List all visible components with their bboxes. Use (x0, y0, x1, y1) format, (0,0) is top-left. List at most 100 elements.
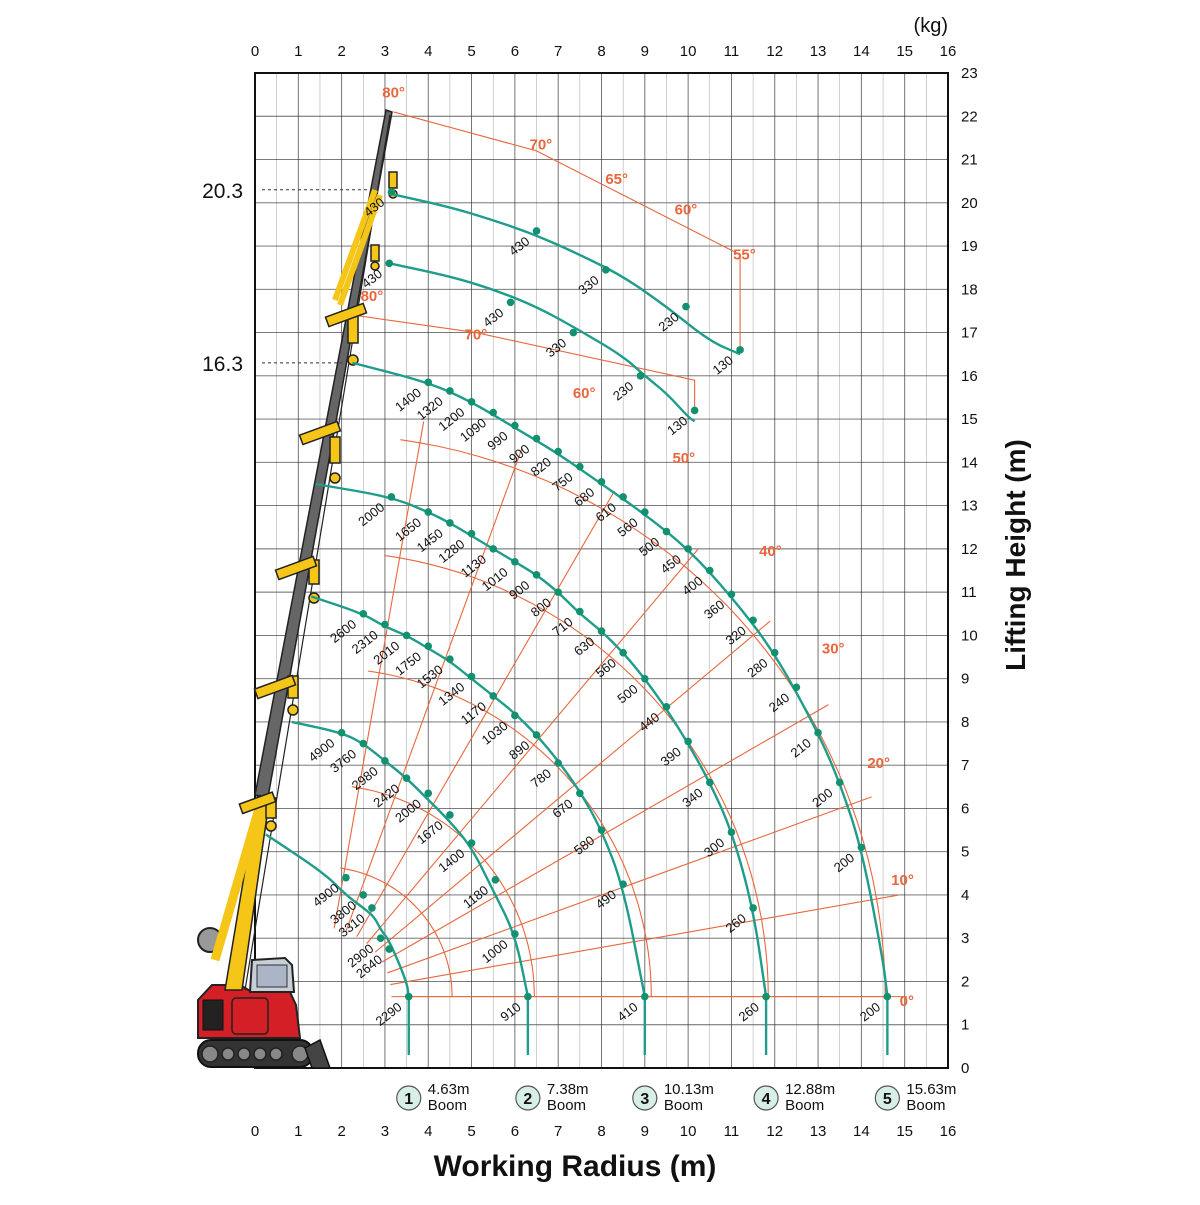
capacity-point (554, 447, 562, 456)
y-tick-label: 23 (961, 65, 978, 82)
capacity-point (387, 493, 396, 501)
capacity-point (467, 672, 476, 681)
capacity-label: 910 (497, 999, 523, 1024)
x-tick-label-top: 8 (597, 43, 605, 60)
capacity-point (736, 346, 744, 354)
x-tick-label-top: 6 (511, 43, 519, 60)
boom-jib-yellow (332, 188, 383, 307)
capacity-point (770, 648, 779, 657)
y-tick-label: 5 (961, 844, 969, 861)
capacity-point (381, 620, 389, 629)
capacity-point (597, 826, 606, 834)
x-tick-label-bottom: 16 (940, 1123, 957, 1140)
capacity-point (424, 508, 433, 516)
y-tick-label: 9 (961, 671, 969, 688)
height-marker-label: 16.3 (202, 353, 243, 376)
capacity-point (762, 992, 770, 1001)
capacity-point (381, 757, 389, 765)
boom-length-arc (351, 786, 535, 997)
capacity-point (491, 876, 500, 884)
boom-word-label: Boom (664, 1097, 703, 1114)
x-tick-label-bottom: 13 (810, 1123, 827, 1140)
x-tick-label-bottom: 15 (896, 1123, 913, 1140)
capacity-label: 130 (710, 352, 736, 377)
unit-label: (kg) (914, 15, 948, 37)
capacity-label: 500 (636, 534, 662, 559)
x-tick-label-bottom: 9 (641, 1123, 649, 1140)
capacity-label: 260 (723, 910, 749, 935)
capacity-curve (315, 482, 768, 997)
x-tick-label-bottom: 12 (766, 1123, 783, 1140)
capacity-point (404, 992, 413, 1001)
boom-badge (874, 1085, 900, 1111)
y-tick-label: 22 (961, 108, 978, 125)
x-tick-label-bottom: 6 (511, 1123, 519, 1140)
boom-angle-label: 50° (672, 450, 695, 467)
capacity-point (576, 462, 584, 471)
boom-length-label: 15.63m (906, 1081, 956, 1098)
capacity-point (576, 607, 584, 616)
capacity-point (569, 328, 578, 337)
capacity-point (368, 904, 376, 912)
boom-word-label: Boom (547, 1097, 586, 1114)
capacity-point (424, 642, 433, 651)
boom-angle-label: 80° (361, 288, 384, 305)
capacity-point (489, 408, 498, 417)
boom-angle-line (333, 421, 425, 929)
capacity-label: 1170 (458, 699, 489, 728)
capacity-point (602, 266, 610, 274)
capacity-label: 200 (831, 850, 857, 875)
y-tick-label: 20 (961, 195, 978, 212)
boom-angle-line (366, 548, 699, 944)
plot-frame (254, 72, 949, 1069)
boom-badge (753, 1085, 779, 1111)
capacity-point (749, 904, 757, 912)
capacity-point (641, 992, 649, 1001)
jib-envelope (393, 111, 741, 350)
boom-badge (632, 1085, 658, 1111)
x-tick-label-top: 5 (467, 43, 475, 60)
y-tick-label: 17 (961, 325, 978, 342)
capacity-point (511, 930, 519, 938)
capacity-point (619, 493, 627, 501)
x-tick-label-bottom: 1 (294, 1123, 302, 1140)
boom-angle-line (374, 620, 771, 953)
capacity-point (359, 891, 368, 899)
capacity-label: 670 (549, 796, 575, 821)
capacity-label: 240 (766, 690, 792, 715)
x-tick-label-bottom: 11 (724, 1123, 740, 1140)
y-tick-label: 3 (961, 930, 969, 947)
boom-badge-number: 2 (523, 1091, 532, 1108)
capacity-point (727, 828, 736, 837)
capacity-label: 630 (571, 634, 597, 659)
track-wheels (201, 1045, 309, 1063)
capacity-point (532, 434, 541, 443)
boom-length-label: 12.88m (785, 1081, 835, 1098)
x-tick-label-bottom: 4 (424, 1123, 432, 1140)
capacity-point (792, 683, 801, 692)
boom-length-arc (340, 867, 453, 997)
capacity-point (359, 739, 368, 748)
boom-angle-label: 30° (822, 640, 845, 657)
capacity-point (387, 188, 396, 196)
x-tick-label-top: 3 (381, 43, 389, 60)
capacity-label: 560 (593, 655, 619, 680)
capacity-label: 500 (614, 681, 640, 706)
capacity-point (402, 774, 411, 782)
capacity-point (619, 648, 627, 657)
capacity-label: 580 (571, 833, 597, 858)
capacity-label: 410 (614, 999, 640, 1024)
capacity-point (424, 378, 433, 387)
y-tick-label: 18 (961, 281, 978, 298)
y-tick-label: 6 (961, 800, 969, 817)
capacity-label: 330 (543, 335, 569, 360)
y-tick-label: 4 (961, 887, 969, 904)
boom-angle-line (387, 796, 872, 974)
boom-badge-number: 5 (883, 1091, 892, 1108)
capacity-curve (391, 192, 741, 356)
x-tick-label-top: 9 (641, 43, 649, 60)
y-tick-label: 13 (961, 498, 978, 515)
capacity-curve (310, 595, 646, 997)
